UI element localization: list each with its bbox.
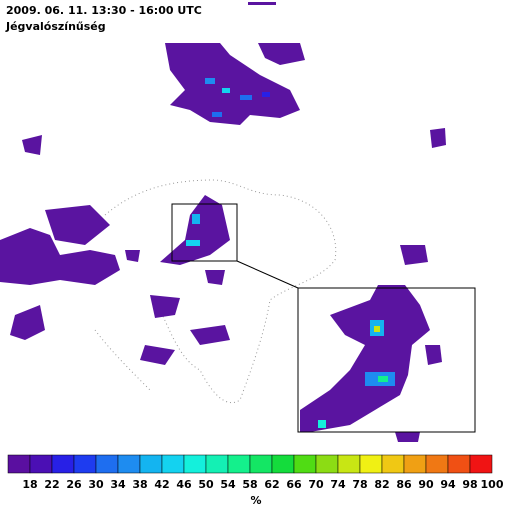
- legend-tick-label: 50: [198, 478, 214, 491]
- legend-swatch: [227, 454, 251, 474]
- legend-tick-label: 34: [110, 478, 126, 491]
- legend-tick-label: 26: [66, 478, 82, 491]
- legend-swatch: [381, 454, 405, 474]
- legend-tick-label: 78: [352, 478, 367, 491]
- legend-swatch: [29, 454, 53, 474]
- legend-swatch: [403, 454, 427, 474]
- legend-swatch: [183, 454, 207, 474]
- legend-swatch: [469, 454, 493, 474]
- legend-swatch: [95, 454, 119, 474]
- legend: 18 22 26 30 34 38 42 46 50 54 58 62 66 70 74 78 82 86 90 94…: [7, 454, 504, 507]
- legend-swatch: [51, 454, 75, 474]
- legend-swatch: [447, 454, 471, 474]
- legend-unit: %: [250, 494, 261, 507]
- legend-tick-label: 94: [440, 478, 456, 491]
- legend-swatch: [117, 454, 141, 474]
- subtitle: Jégvalószínűség: [5, 20, 106, 33]
- legend-swatch: [73, 454, 97, 474]
- legend-tick-label: 86: [396, 478, 412, 491]
- zoom-connector: [236, 260, 299, 289]
- legend-swatch: [249, 454, 273, 474]
- intense-cells: [186, 78, 395, 428]
- inset-frame: [297, 287, 476, 433]
- legend-tick-label: 42: [154, 478, 169, 491]
- legend-swatch: [271, 454, 295, 474]
- legend-tick-label: 38: [132, 478, 147, 491]
- legend-tick-label: 18: [22, 478, 37, 491]
- zoom-box: [171, 203, 238, 262]
- legend-tick-label: 54: [220, 478, 236, 491]
- legend-tick-label: 90: [418, 478, 434, 491]
- legend-tick-label: 66: [286, 478, 302, 491]
- inset-echoes: [300, 285, 442, 432]
- legend-tick-label: 70: [308, 478, 324, 491]
- legend-tick-label: 62: [264, 478, 279, 491]
- legend-swatch: [139, 454, 163, 474]
- legend-tick-label: 82: [374, 478, 389, 491]
- title: 2009. 06. 11. 13:30 - 16:00 UTC: [6, 4, 202, 17]
- legend-swatch: [315, 454, 339, 474]
- legend-swatch: [337, 454, 361, 474]
- legend-swatch: [293, 454, 317, 474]
- legend-swatch: [205, 454, 229, 474]
- legend-tick-label: 98: [462, 478, 477, 491]
- legend-swatch: [359, 454, 383, 474]
- echo: [248, 2, 276, 5]
- legend-tick-label: 74: [330, 478, 346, 491]
- legend-tick-label: 100: [481, 478, 504, 491]
- legend-tick-label: 46: [176, 478, 192, 491]
- legend-swatch: [425, 454, 449, 474]
- legend-tick-label: 58: [242, 478, 257, 491]
- legend-tick-label: 22: [44, 478, 59, 491]
- legend-swatch: [161, 454, 185, 474]
- legend-tick-label: 30: [88, 478, 104, 491]
- legend-swatch: [7, 454, 31, 474]
